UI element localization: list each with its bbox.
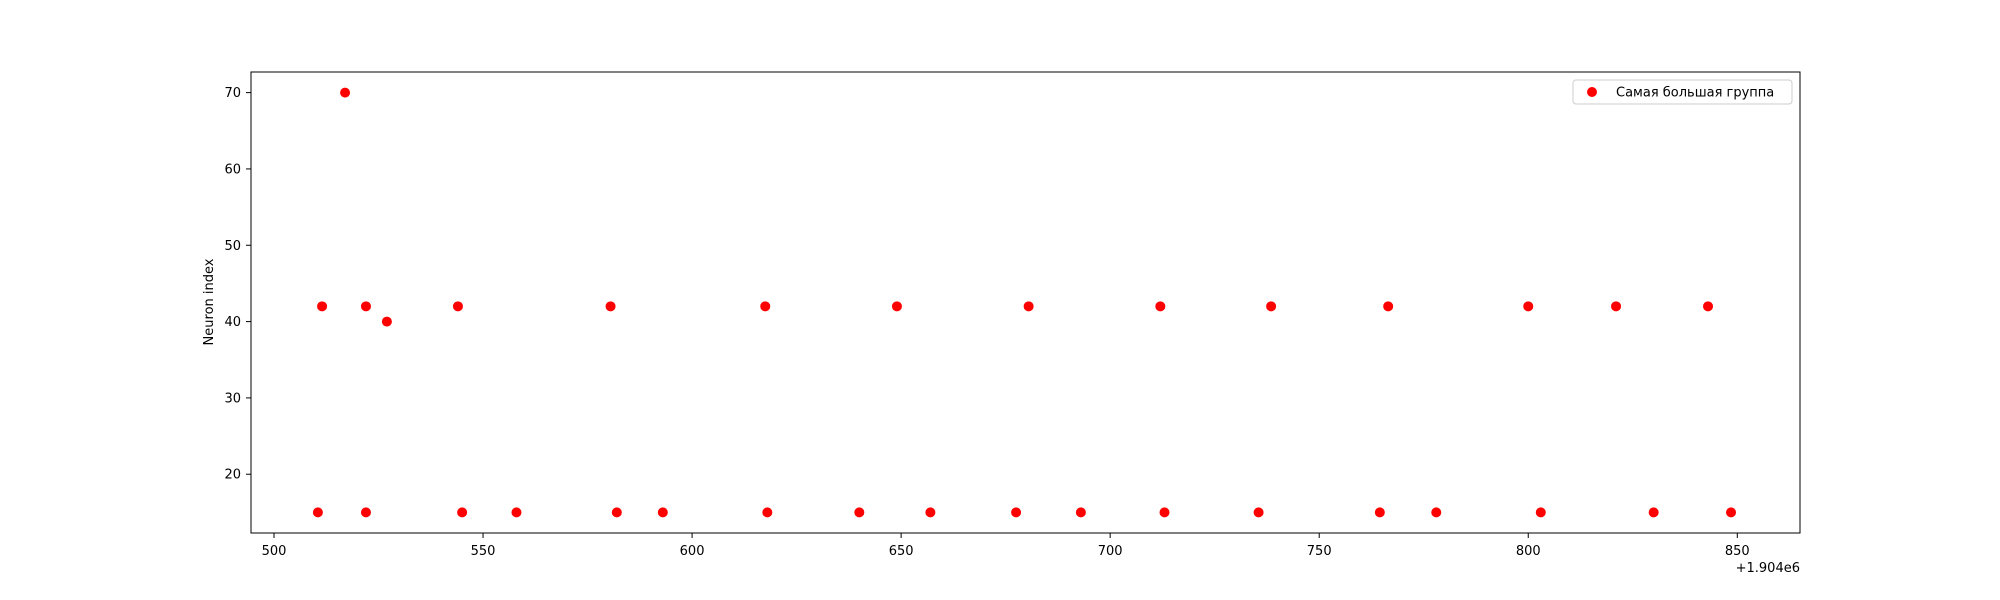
x-tick-label: 650 [889, 544, 914, 559]
data-point [457, 507, 468, 518]
legend: Самая большая группа [1572, 79, 1793, 105]
legend-box [1572, 79, 1793, 105]
y-tick-label: 50 [224, 239, 241, 254]
data-point [1726, 507, 1737, 518]
data-point [1011, 507, 1022, 518]
y-tick-label: 70 [224, 86, 241, 101]
y-tick-label: 60 [224, 162, 241, 177]
data-point [1535, 507, 1546, 518]
data-point [1523, 301, 1534, 312]
x-axis-offset-label: +1.904e6 [1736, 561, 1800, 576]
y-tick-label: 20 [224, 468, 241, 483]
y-tick-label: 40 [224, 315, 241, 330]
y-tick-label: 30 [224, 391, 241, 406]
plot-area-frame [250, 71, 1801, 534]
data-point [1431, 507, 1442, 518]
data-point [1159, 507, 1170, 518]
y-axis-ticks: 20 30 40 50 60 70 [224, 86, 251, 483]
data-points [312, 87, 1737, 518]
data-point [381, 316, 392, 327]
legend-marker [1587, 87, 1597, 97]
data-point [1253, 507, 1264, 518]
data-point [340, 87, 351, 98]
x-tick-label: 500 [262, 544, 287, 559]
data-point [452, 301, 463, 312]
data-point [312, 507, 323, 518]
data-point [1075, 507, 1086, 518]
data-point [1611, 301, 1622, 312]
legend-label: Самая большая группа [1616, 86, 1774, 101]
x-tick-label: 700 [1098, 544, 1123, 559]
x-tick-label: 600 [680, 544, 705, 559]
data-point [605, 301, 616, 312]
data-point [760, 301, 771, 312]
data-point [511, 507, 522, 518]
data-point [657, 507, 668, 518]
data-point [925, 507, 936, 518]
data-point [360, 301, 371, 312]
x-axis-ticks: 500 550 600 650 700 750 800 850 [262, 533, 1750, 559]
data-point [317, 301, 328, 312]
data-point [1023, 301, 1034, 312]
data-point [762, 507, 773, 518]
data-point [1703, 301, 1714, 312]
data-point [360, 507, 371, 518]
x-tick-label: 550 [471, 544, 496, 559]
data-point [1155, 301, 1166, 312]
data-point [1266, 301, 1277, 312]
data-point [611, 507, 622, 518]
data-point [891, 301, 902, 312]
y-axis-label: Neuron index [202, 258, 217, 345]
data-point [1383, 301, 1394, 312]
data-point [854, 507, 865, 518]
data-point [1374, 507, 1385, 518]
x-tick-label: 800 [1516, 544, 1541, 559]
x-tick-label: 850 [1725, 544, 1750, 559]
x-tick-label: 750 [1307, 544, 1332, 559]
data-point [1648, 507, 1659, 518]
